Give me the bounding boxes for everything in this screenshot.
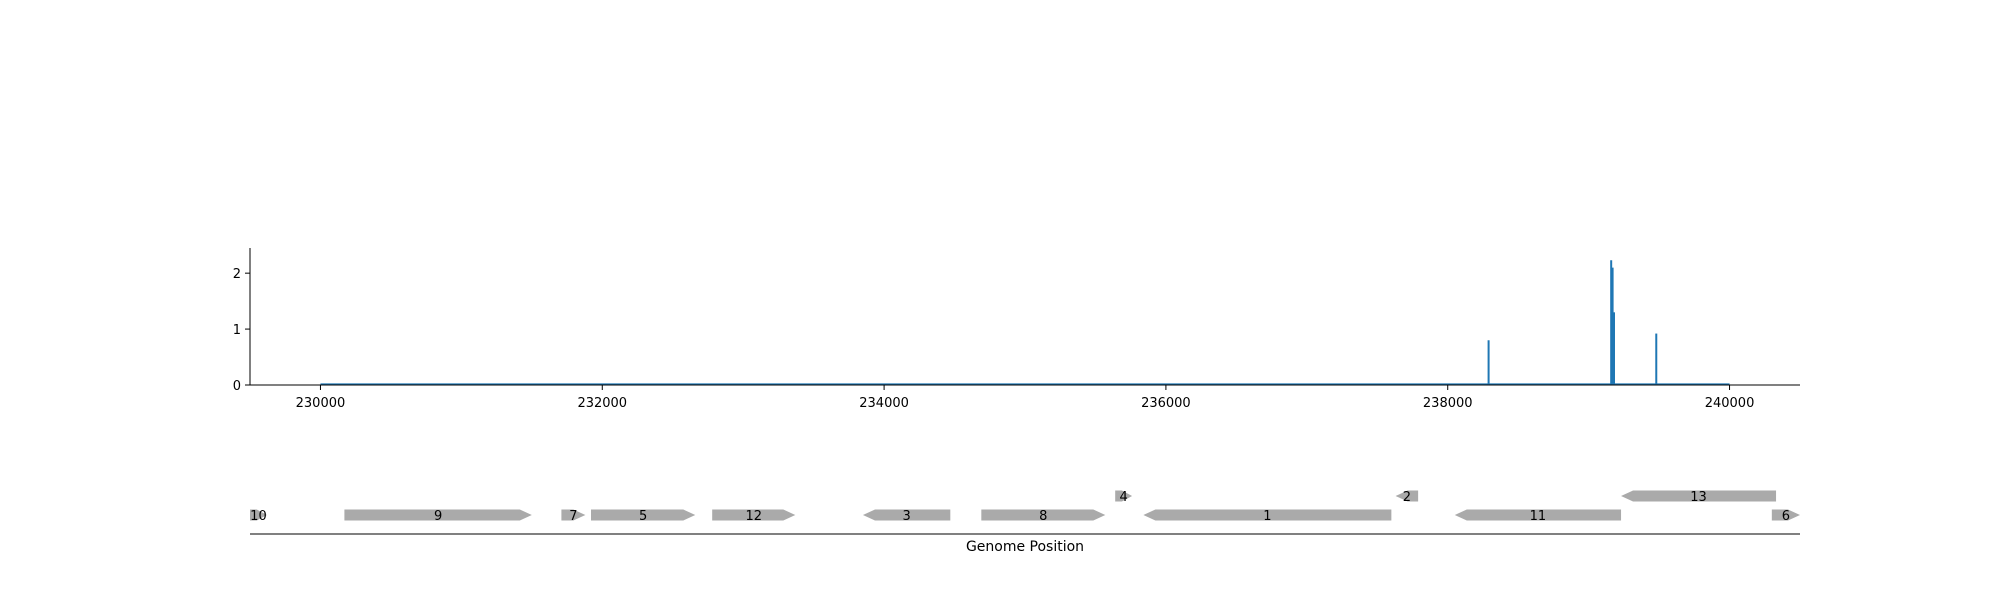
gene-label: 2 <box>1403 490 1411 505</box>
gene-arrow <box>591 509 696 521</box>
x-tick-label: 236000 <box>1141 396 1191 411</box>
y-tick-label: 1 <box>233 323 241 338</box>
gene-track-xlabel: Genome Position <box>966 539 1084 555</box>
coverage-axis-ticks: 0 1 2 230000 232000 234000 236000 238000 240000 <box>233 267 1755 411</box>
gene-label: 11 <box>1530 509 1547 524</box>
gene-arrow <box>712 509 796 521</box>
coverage-series <box>320 260 1730 386</box>
gene-label: 4 <box>1119 490 1127 505</box>
gene-arrow <box>1395 490 1419 502</box>
gene-label: 5 <box>639 509 647 524</box>
gene-label: 10 <box>250 509 267 524</box>
gene-arrow <box>981 509 1106 521</box>
gene-label: 7 <box>569 509 577 524</box>
coverage-axis-spines <box>249 248 1800 386</box>
y-tick-label: 0 <box>233 379 241 394</box>
gene-label: 13 <box>1690 490 1707 505</box>
gene-arrow <box>1143 509 1392 521</box>
gene-arrow <box>1454 509 1622 521</box>
x-tick-label: 232000 <box>577 396 627 411</box>
y-tick-label: 2 <box>233 267 241 282</box>
x-tick-label: 230000 <box>296 396 346 411</box>
gene-arrow <box>1621 490 1777 502</box>
gene-arrow <box>862 509 951 521</box>
coverage-plot: 0 1 2 230000 232000 234000 236000 238000 240000 <box>233 248 1800 411</box>
gene-arrow <box>344 509 532 521</box>
x-tick-label: 240000 <box>1705 396 1755 411</box>
gene-label: 12 <box>745 509 762 524</box>
gene-label: 1 <box>1263 509 1271 524</box>
gene-label: 9 <box>434 509 442 524</box>
gene-label: 8 <box>1039 509 1047 524</box>
gene-arrow <box>561 509 586 521</box>
gene-label: 6 <box>1782 509 1790 524</box>
gene-arrow <box>1771 509 1800 521</box>
gene-arrow <box>1115 490 1133 502</box>
x-tick-label: 234000 <box>859 396 909 411</box>
x-tick-label: 238000 <box>1423 396 1473 411</box>
gene-label: 3 <box>902 509 910 524</box>
gene-arrow <box>250 509 267 521</box>
